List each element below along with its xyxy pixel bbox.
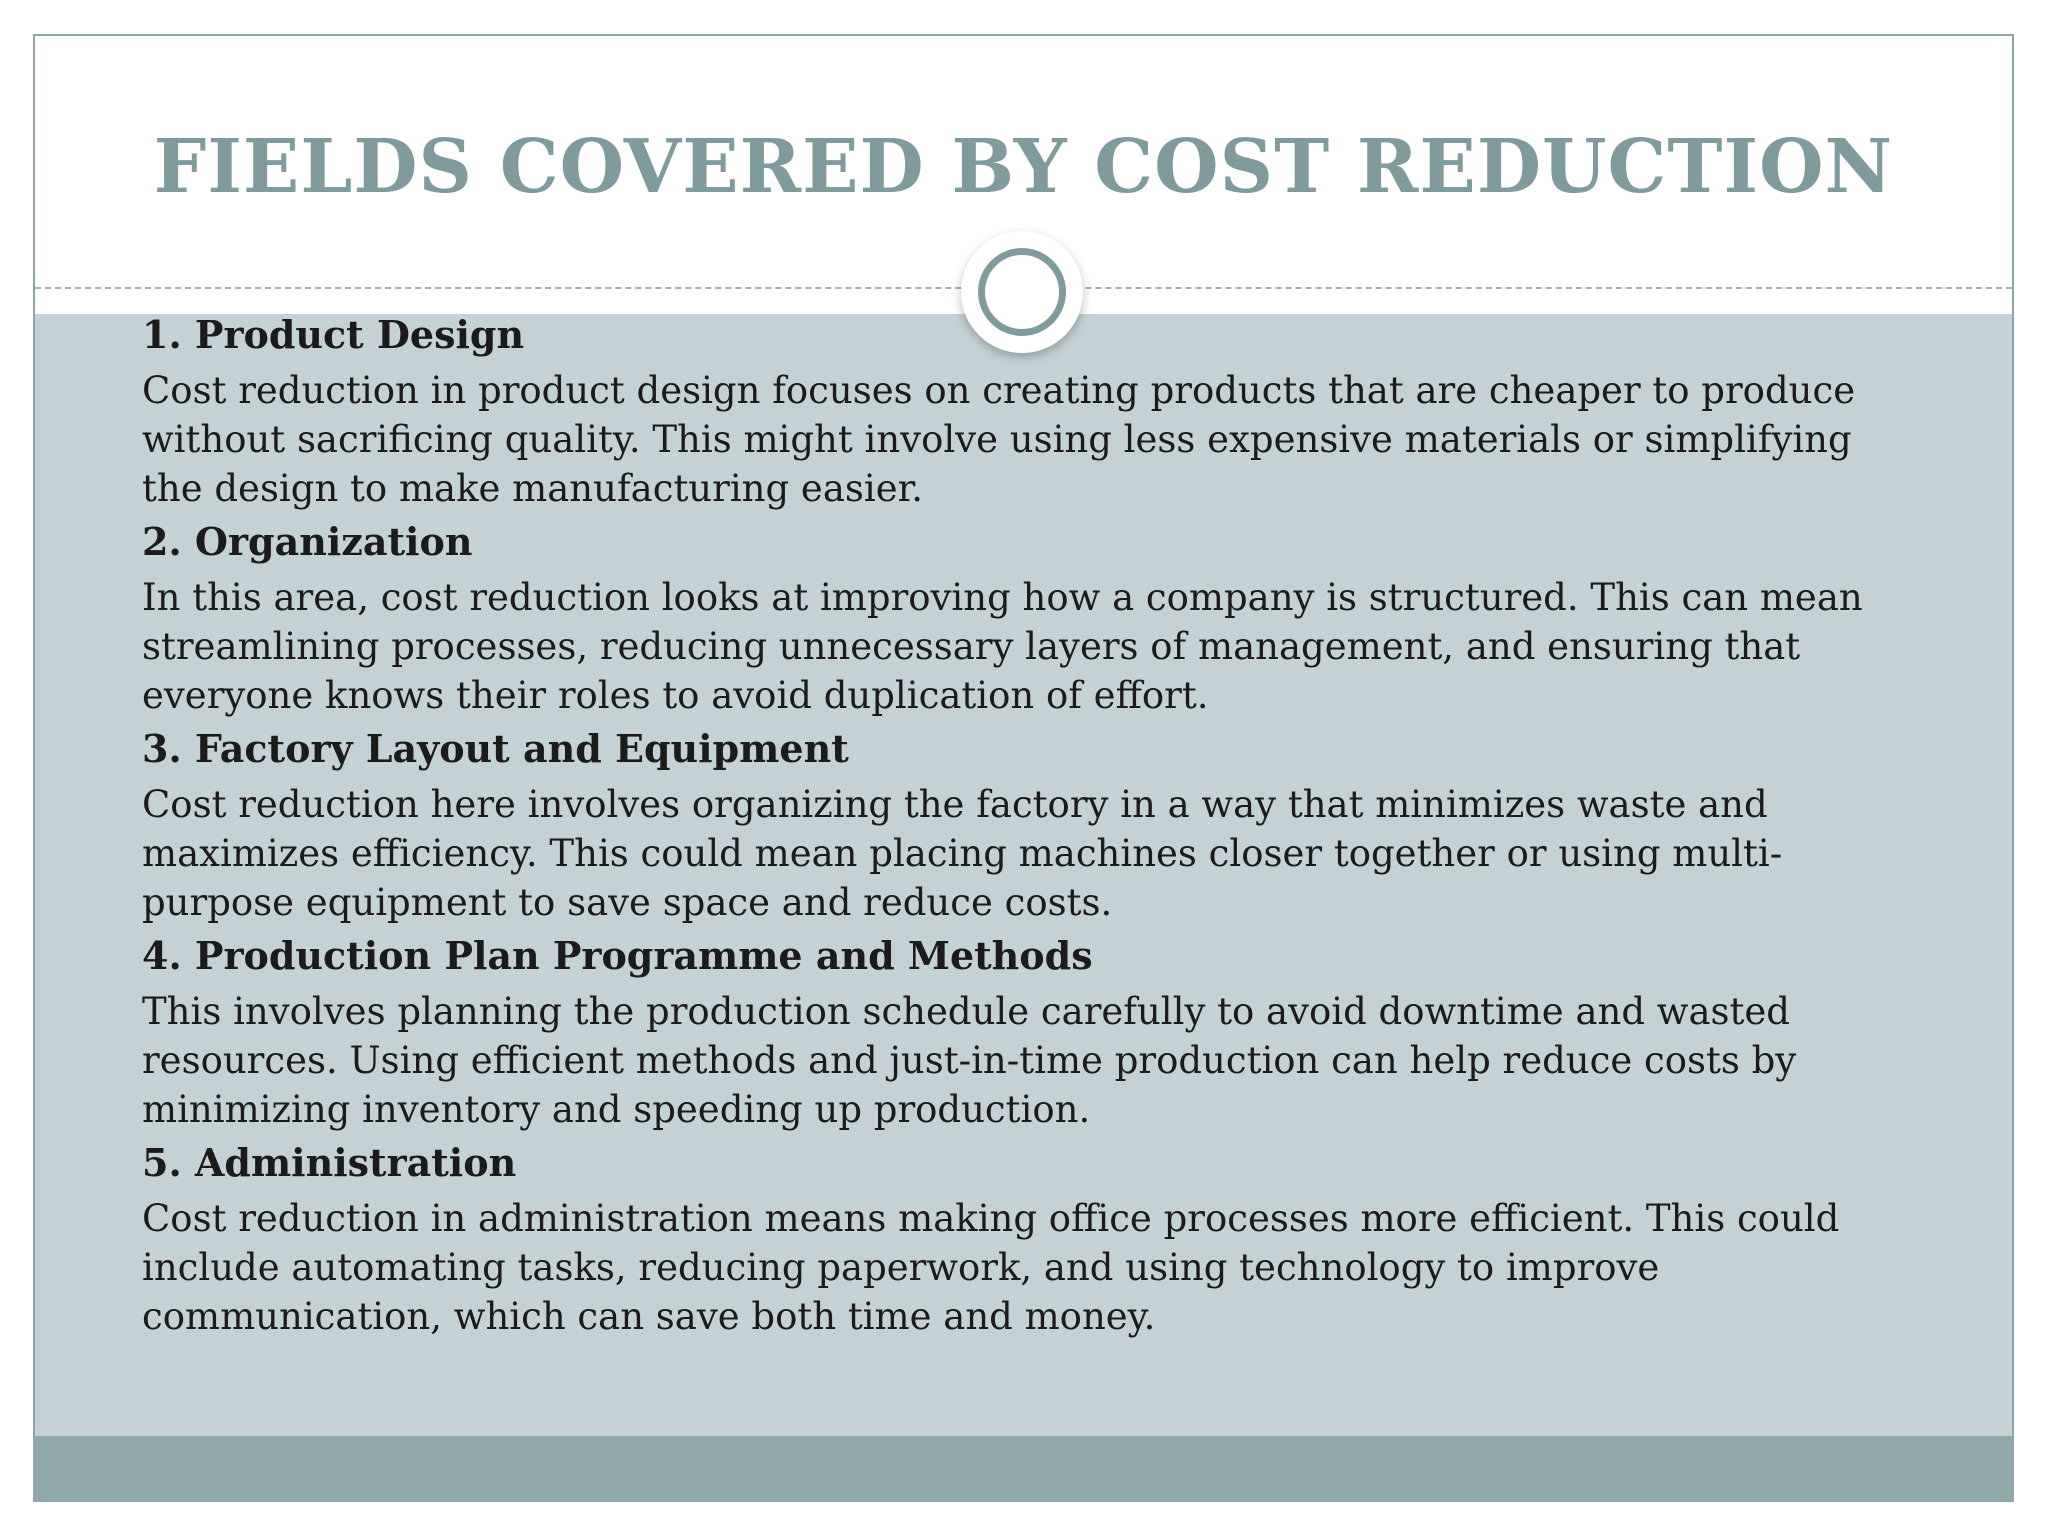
list-item: 5. Administration Cost reduction in admi…: [142, 1138, 1922, 1341]
list-item: 1. Product Design Cost reduction in prod…: [142, 310, 1922, 513]
item-heading: 3. Factory Layout and Equipment: [142, 726, 849, 771]
content-area: [35, 314, 2012, 1436]
item-heading: 1. Product Design: [142, 312, 525, 357]
item-description: Cost reduction here involves organizing …: [142, 783, 1783, 924]
ring-icon: [978, 248, 1066, 336]
item-description: This involves planning the production sc…: [142, 990, 1797, 1131]
slide-title: FIELDS COVERED BY COST REDUCTION: [153, 124, 1894, 210]
list-item: 2. Organization In this area, cost reduc…: [142, 517, 1922, 720]
item-heading: 4. Production Plan Programme and Methods: [142, 933, 1093, 978]
circle-ornament-icon: [961, 231, 1083, 353]
item-description: Cost reduction in product design focuses…: [142, 369, 1856, 510]
item-heading: 2. Organization: [142, 519, 473, 564]
item-description: Cost reduction in administration means m…: [142, 1197, 1840, 1338]
item-heading: 5. Administration: [142, 1140, 517, 1185]
list-item: 3. Factory Layout and Equipment Cost red…: [142, 724, 1922, 927]
item-description: In this area, cost reduction looks at im…: [142, 576, 1863, 717]
footer-bar: [35, 1436, 2012, 1500]
list-item: 4. Production Plan Programme and Methods…: [142, 931, 1922, 1134]
content-list: 1. Product Design Cost reduction in prod…: [142, 310, 1922, 1345]
slide-frame: FIELDS COVERED BY COST REDUCTION: [33, 34, 2014, 1502]
